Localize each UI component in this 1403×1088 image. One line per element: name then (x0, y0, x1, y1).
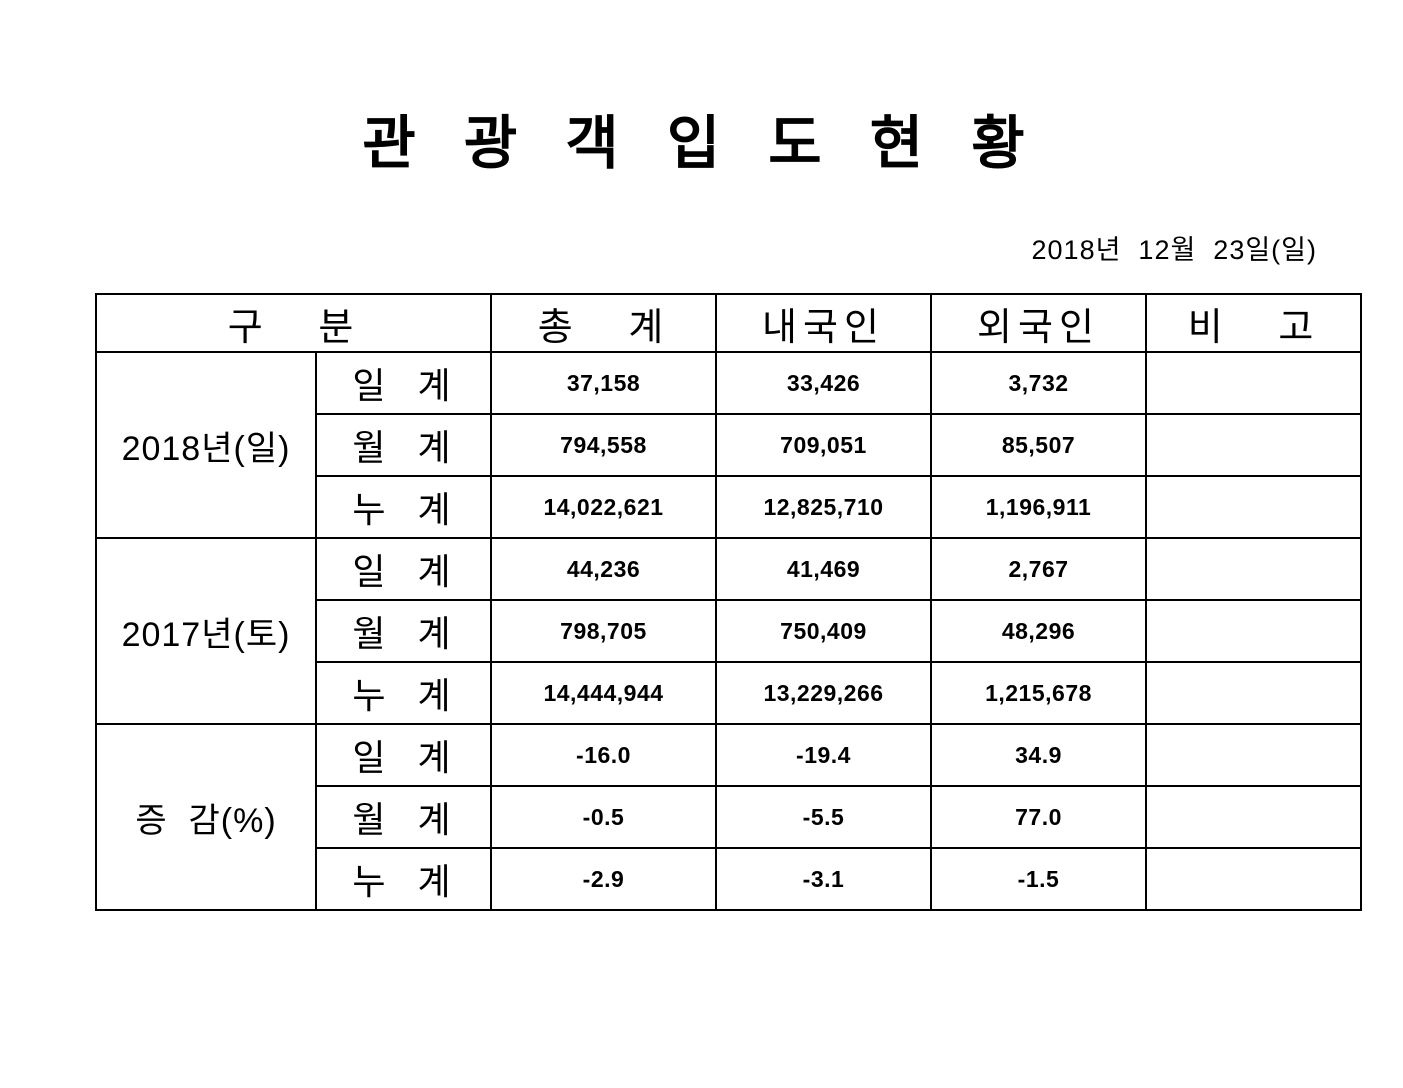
cell-foreign: 3,732 (930, 351, 1147, 415)
cell-total: 14,022,621 (490, 475, 717, 539)
row-label-cumulative: 누 계 (315, 661, 492, 725)
cell-total: -0.5 (490, 785, 717, 849)
group-label-2018: 2018년(일) (95, 351, 317, 539)
row-label-daily: 일 계 (315, 537, 492, 601)
row-label-daily: 일 계 (315, 351, 492, 415)
cell-domestic: 13,229,266 (715, 661, 932, 725)
cell-domestic: 41,469 (715, 537, 932, 601)
cell-total: -16.0 (490, 723, 717, 787)
table-row: 누 계 -2.9 -3.1 -1.5 (96, 847, 1362, 911)
cell-remarks (1145, 785, 1362, 849)
row-label-cumulative: 누 계 (315, 475, 492, 539)
tourist-arrival-table: 구 분 총 계 내국인 외국인 비 고 2018년(일) 일 계 37,158 … (95, 293, 1362, 911)
header-category: 구 분 (95, 293, 492, 353)
group-label-change-pct: 증 감(%) (95, 723, 317, 911)
row-label-monthly: 월 계 (315, 599, 492, 663)
header-foreign: 외국인 (930, 293, 1147, 353)
cell-foreign: 2,767 (930, 537, 1147, 601)
cell-foreign: 1,196,911 (930, 475, 1147, 539)
table-row: 월 계 -0.5 -5.5 77.0 (96, 785, 1362, 849)
row-label-daily: 일 계 (315, 723, 492, 787)
cell-domestic: 12,825,710 (715, 475, 932, 539)
cell-remarks (1145, 413, 1362, 477)
cell-domestic: -5.5 (715, 785, 932, 849)
cell-domestic: -3.1 (715, 847, 932, 911)
cell-domestic: 33,426 (715, 351, 932, 415)
header-remarks: 비 고 (1145, 293, 1362, 353)
cell-total: 37,158 (490, 351, 717, 415)
table-row: 월 계 794,558 709,051 85,507 (96, 413, 1362, 477)
cell-domestic: 709,051 (715, 413, 932, 477)
cell-remarks (1145, 599, 1362, 663)
cell-foreign: 77.0 (930, 785, 1147, 849)
cell-remarks (1145, 661, 1362, 725)
cell-domestic: 750,409 (715, 599, 932, 663)
row-label-monthly: 월 계 (315, 413, 492, 477)
cell-foreign: 34.9 (930, 723, 1147, 787)
cell-remarks (1145, 475, 1362, 539)
table-row: 누 계 14,444,944 13,229,266 1,215,678 (96, 661, 1362, 725)
cell-foreign: 85,507 (930, 413, 1147, 477)
cell-remarks (1145, 847, 1362, 911)
table-row: 증 감(%) 일 계 -16.0 -19.4 34.9 (95, 723, 1362, 911)
row-label-monthly: 월 계 (315, 785, 492, 849)
cell-foreign: -1.5 (930, 847, 1147, 911)
row-label-cumulative: 누 계 (315, 847, 492, 911)
cell-remarks (1145, 351, 1362, 415)
table-row: 누 계 14,022,621 12,825,710 1,196,911 (96, 475, 1362, 539)
cell-total: 14,444,944 (490, 661, 717, 725)
group-label-2017: 2017년(토) (95, 537, 317, 725)
table-row: 2018년(일) 일 계 37,158 33,426 3,732 (95, 351, 1362, 539)
cell-domestic: -19.4 (715, 723, 932, 787)
cell-total: 798,705 (490, 599, 717, 663)
cell-foreign: 1,215,678 (930, 661, 1147, 725)
cell-total: 44,236 (490, 537, 717, 601)
header-domestic: 내국인 (715, 293, 932, 353)
cell-total: -2.9 (490, 847, 717, 911)
table-row: 월 계 798,705 750,409 48,296 (96, 599, 1362, 663)
document-date: 2018년 12월 23일(일) (1031, 235, 1317, 265)
cell-foreign: 48,296 (930, 599, 1147, 663)
cell-remarks (1145, 723, 1362, 787)
cell-total: 794,558 (490, 413, 717, 477)
table-row: 2017년(토) 일 계 44,236 41,469 2,767 (95, 537, 1362, 725)
table-header-row: 구 분 총 계 내국인 외국인 비 고 (95, 293, 1362, 353)
header-total: 총 계 (490, 293, 717, 353)
page-title: 관 광 객 입 도 현 황 (362, 111, 1041, 176)
cell-remarks (1145, 537, 1362, 601)
